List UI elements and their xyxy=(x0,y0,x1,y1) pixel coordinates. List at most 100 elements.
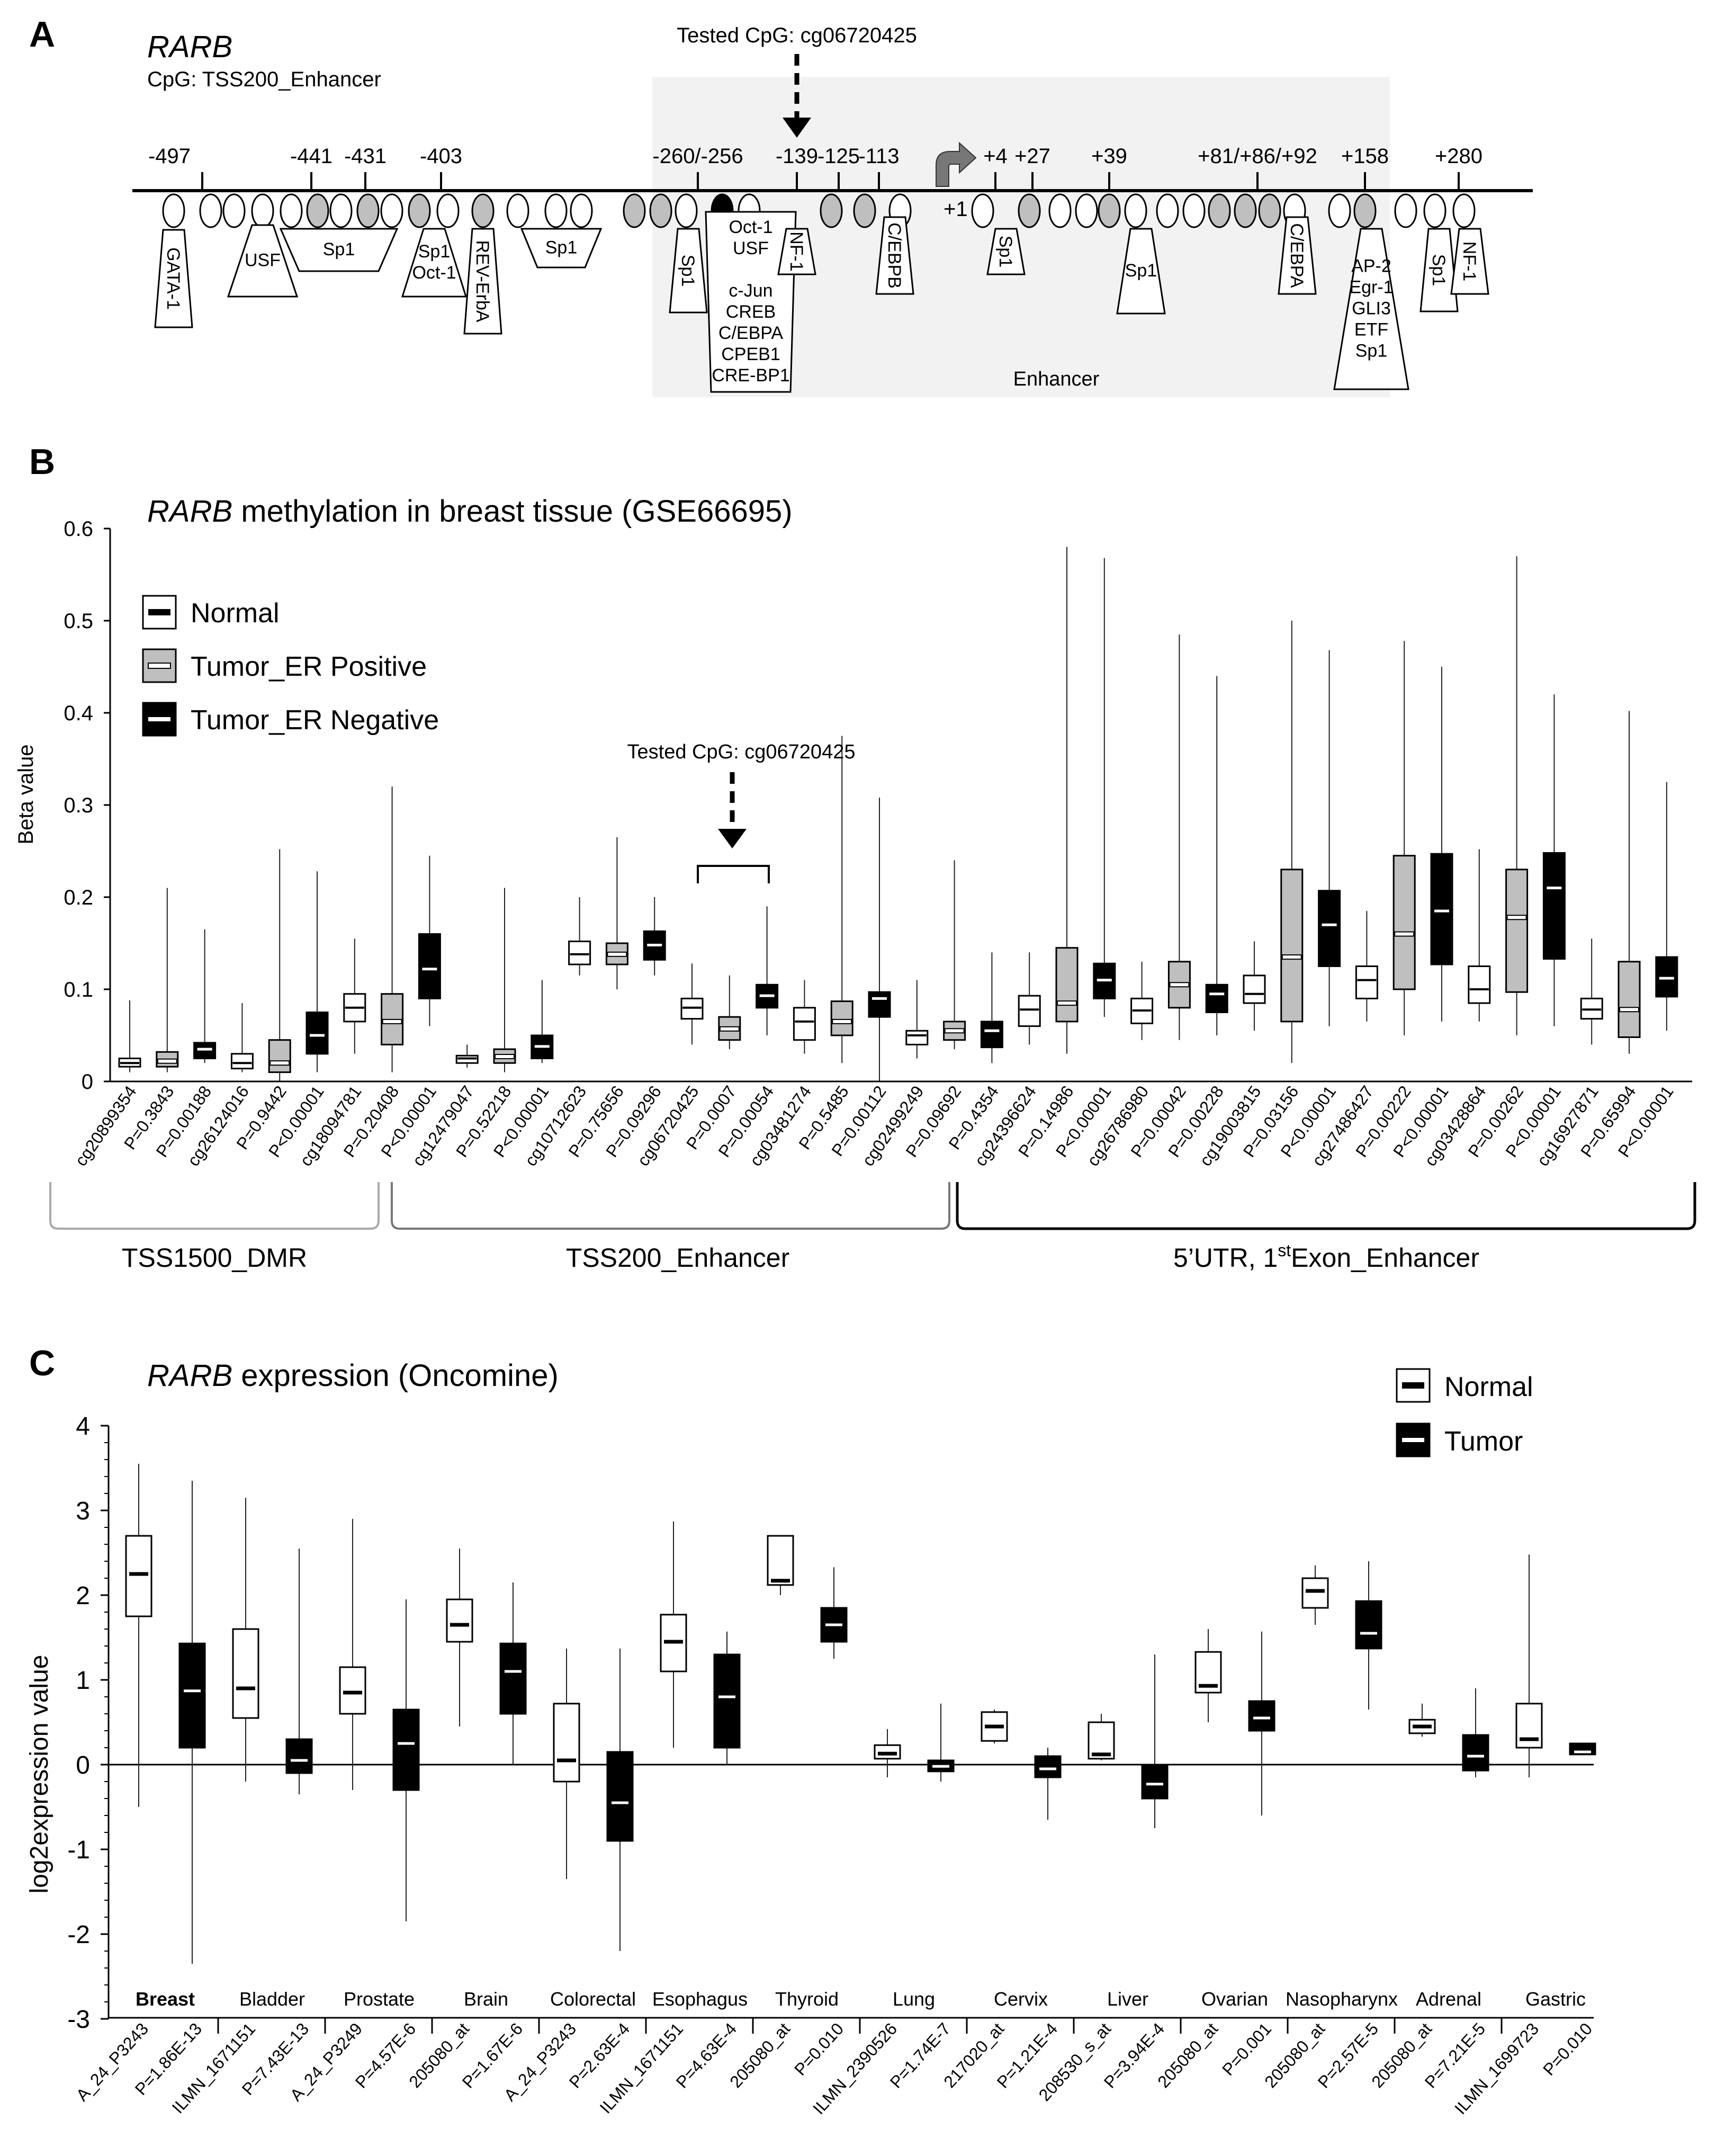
panel-a-gene: RARB xyxy=(147,30,232,64)
box xyxy=(830,1000,853,1036)
median xyxy=(495,1054,515,1060)
box xyxy=(980,1021,1003,1049)
median xyxy=(832,1018,852,1024)
tested-arrow-head xyxy=(783,118,811,138)
binding-site xyxy=(280,193,303,228)
median xyxy=(269,1060,290,1066)
factor-label: Egr-1 xyxy=(1349,278,1393,298)
tissue-label: Cervix xyxy=(994,1988,1048,2010)
binding-site xyxy=(1208,193,1231,228)
factor-label: ETF xyxy=(1354,320,1388,340)
panel-b-title-gene: RARB xyxy=(147,494,232,529)
panel-b-x-labels: cg20899354P=0.3843P=0.00188cg26124016P=0… xyxy=(71,1082,1677,1169)
binding-site xyxy=(436,193,460,228)
region-label-tss200: TSS200_Enhancer xyxy=(566,1243,790,1273)
panel-c-ylabel: log2expression value xyxy=(25,1655,53,1894)
box xyxy=(868,991,891,1018)
y-tick-label: 2 xyxy=(76,1582,90,1610)
tss-label: +1 xyxy=(944,198,968,221)
factor-label: USF xyxy=(245,251,281,271)
binding-site xyxy=(1075,193,1098,228)
panel-b-boxes xyxy=(118,547,1678,1081)
binding-site xyxy=(1423,193,1447,228)
box xyxy=(1280,869,1304,1023)
tissue-label: Thyroid xyxy=(775,1988,839,2010)
binding-site xyxy=(162,193,185,228)
binding-site xyxy=(380,193,403,228)
panel-b-tested-label: Tested CpG: cg06720425 xyxy=(627,741,856,763)
y-tick-label: 0.2 xyxy=(64,886,93,909)
binding-site xyxy=(1124,193,1147,228)
factor-label: Sp1 xyxy=(545,238,578,258)
box xyxy=(193,1042,217,1060)
position-label: +39 xyxy=(1091,145,1127,168)
factor-shape xyxy=(154,229,193,328)
factor-label: REV-ErbA xyxy=(472,240,492,323)
factor-label: Oct-1 xyxy=(729,217,772,237)
y-tick-label: 0.6 xyxy=(64,517,93,541)
box xyxy=(1248,1700,1275,1732)
box xyxy=(1505,869,1529,993)
panel-b: B RARB methylation in breast tissue (GSE… xyxy=(14,442,1696,1273)
panel-a-tested-label: Tested CpG: cg06720425 xyxy=(677,24,917,47)
tissue-label: Lung xyxy=(893,1988,935,2010)
y-tick-label: 0.4 xyxy=(64,702,93,725)
box xyxy=(232,1628,259,1719)
binding-site xyxy=(506,193,529,228)
region-label-tss1500: TSS1500_DMR xyxy=(122,1243,307,1273)
panel-c: C RARB expression (Oncomine) log2express… xyxy=(25,1343,1596,2118)
box xyxy=(767,1535,794,1586)
binding-site xyxy=(971,193,994,228)
panel-b-letter: B xyxy=(29,442,55,482)
box xyxy=(553,1703,580,1783)
binding-site xyxy=(1258,193,1281,228)
position-label: +81/+86/+92 xyxy=(1198,145,1317,168)
box xyxy=(1355,1600,1382,1650)
pvalue-label: P=0.010 xyxy=(790,2019,847,2079)
bracket-tss200 xyxy=(391,1182,950,1230)
tissue-label: Breast xyxy=(136,1988,195,2010)
position-label: -403 xyxy=(420,145,462,168)
position-label: -441 xyxy=(290,145,333,168)
panel-b-tested-bracket xyxy=(697,865,770,883)
factor-label: AP-2 xyxy=(1351,256,1391,276)
box xyxy=(1034,1755,1062,1778)
y-tick-label: 0 xyxy=(76,1751,90,1779)
y-tick-label: 0.1 xyxy=(64,978,93,1001)
box xyxy=(1318,890,1341,967)
factor-label: Sp1 xyxy=(1428,254,1449,287)
factor-label: NF-1 xyxy=(786,231,806,272)
box xyxy=(1542,852,1566,960)
binding-site xyxy=(570,193,593,228)
box xyxy=(1430,853,1453,965)
position-label: +158 xyxy=(1341,145,1389,168)
factor-shape xyxy=(1333,228,1409,390)
position-label: -260/-256 xyxy=(652,145,743,168)
box xyxy=(1515,1703,1543,1749)
tissue-label: Ovarian xyxy=(1201,1988,1268,2010)
y-tick-label: -2 xyxy=(67,1921,90,1949)
position-label: -497 xyxy=(148,145,191,168)
binding-site xyxy=(306,193,329,228)
factor-label: CREB xyxy=(726,302,776,322)
median xyxy=(719,1026,740,1032)
panel-c-letter: C xyxy=(29,1343,55,1383)
y-tick-label: 0 xyxy=(82,1070,93,1094)
box xyxy=(1243,974,1266,1004)
y-tick-label: 1 xyxy=(76,1667,90,1695)
tissue-label: Esophagus xyxy=(652,1988,748,2010)
box xyxy=(339,1666,366,1715)
median xyxy=(1169,982,1190,988)
position-label: -113 xyxy=(858,145,899,168)
panel-c-y-axis: -3 -2 -1 0 1 2 3 4 xyxy=(67,1412,110,2034)
factor-label: USF xyxy=(733,238,769,258)
binding-site xyxy=(1182,193,1206,228)
x-tick-label: cg20899354 xyxy=(71,1082,140,1169)
box xyxy=(793,1007,816,1041)
median xyxy=(1394,931,1415,937)
box xyxy=(268,1039,291,1073)
factor-label: Sp1 xyxy=(1355,341,1388,361)
y-tick-label: -3 xyxy=(67,2006,90,2034)
factor-label: CPEB1 xyxy=(721,344,780,364)
